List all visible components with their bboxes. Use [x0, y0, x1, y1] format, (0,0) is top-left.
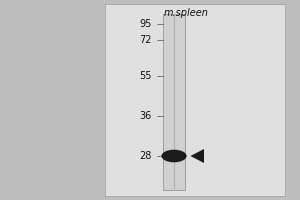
Text: 95: 95: [139, 19, 152, 29]
Bar: [164, 14, 184, 190]
Text: m.spleen: m.spleen: [164, 8, 208, 18]
FancyBboxPatch shape: [105, 4, 285, 196]
Text: 28: 28: [139, 151, 152, 161]
Ellipse shape: [161, 150, 187, 162]
Text: 55: 55: [139, 71, 152, 81]
Polygon shape: [190, 149, 204, 163]
Text: 72: 72: [139, 35, 152, 45]
Text: 36: 36: [139, 111, 152, 121]
